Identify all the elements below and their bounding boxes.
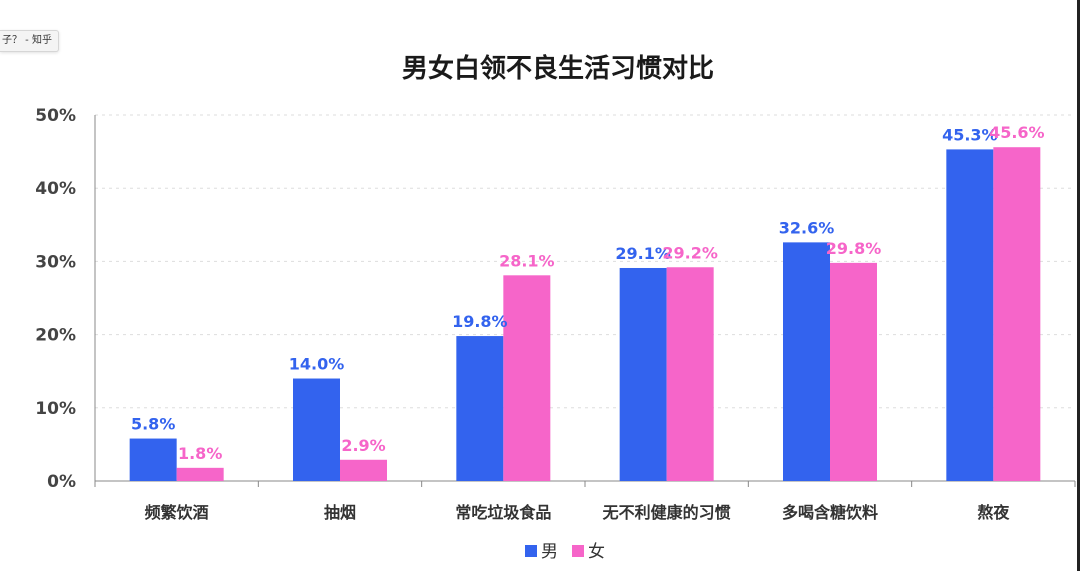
bar-female [666, 267, 714, 481]
legend[interactable]: 男女 [525, 542, 605, 562]
y-tick-label: 0% [47, 472, 76, 492]
data-label-female: 28.1% [499, 251, 555, 270]
bar-female [176, 467, 224, 481]
data-label-female: 1.8% [178, 444, 222, 463]
data-label-male: 29.1% [615, 244, 671, 263]
data-label-female: 45.6% [989, 123, 1045, 142]
browser-tab-tooltip[interactable]: 子？ - 知乎 [0, 30, 59, 52]
bar-female [503, 275, 551, 481]
axes [94, 115, 1076, 487]
data-label-male: 5.8% [131, 415, 175, 434]
bar-male [293, 378, 340, 481]
data-label-female: 29.8% [826, 239, 882, 258]
grid-lines [95, 114, 1075, 409]
x-category-label: 抽烟 [324, 503, 356, 522]
y-tick-label: 20% [35, 326, 76, 346]
legend-label: 男 [541, 542, 558, 562]
data-label-male: 32.6% [779, 218, 835, 237]
x-axis-categories: 频繁饮酒 抽烟 常吃垃圾食品 无不利健康的习惯 多喝含糖饮料 熬夜 [145, 503, 1011, 522]
data-label-female: 29.2% [662, 243, 718, 262]
y-tick-label: 40% [35, 179, 76, 199]
data-label-male: 14.0% [289, 355, 345, 374]
bar-male [619, 267, 667, 481]
x-category-label: 无不利健康的习惯 [602, 503, 731, 522]
chart-title: 男女白领不良生活习惯对比 [402, 53, 714, 84]
bar-male [456, 336, 504, 481]
bar-male [783, 242, 830, 481]
data-labels: 5.8%1.8% 14.0% 2.9% 19.8% 28.1% 29.1%29.2% 32.… [131, 123, 1045, 463]
x-category-label: 多喝含糖饮料 [782, 503, 878, 522]
bar-female [830, 262, 877, 481]
y-tick-label: 50% [35, 106, 76, 126]
bar-female [993, 147, 1041, 481]
legend-item-female[interactable]: 女 [572, 542, 605, 562]
legend-swatch [572, 545, 584, 557]
legend-swatch [525, 545, 537, 557]
data-label-male: 45.3% [942, 125, 998, 144]
data-label-male: 19.8% [452, 312, 508, 331]
y-axis-ticks: 0% 10% 20% 30% 40% 50% [35, 106, 76, 492]
bar-male [946, 149, 994, 482]
y-tick-label: 10% [35, 399, 76, 419]
y-tick-label: 30% [35, 252, 76, 272]
x-category-label: 熬夜 [977, 503, 1010, 522]
x-category-label: 频繁饮酒 [145, 503, 209, 522]
x-category-label: 常吃垃圾食品 [455, 503, 551, 522]
bar-male [129, 438, 177, 481]
bars [129, 147, 1041, 482]
legend-label: 女 [588, 542, 605, 562]
window-edge [1077, 0, 1080, 571]
bar-female [340, 459, 387, 481]
legend-item-male[interactable]: 男 [525, 542, 558, 562]
data-label-female: 2.9% [341, 436, 385, 455]
